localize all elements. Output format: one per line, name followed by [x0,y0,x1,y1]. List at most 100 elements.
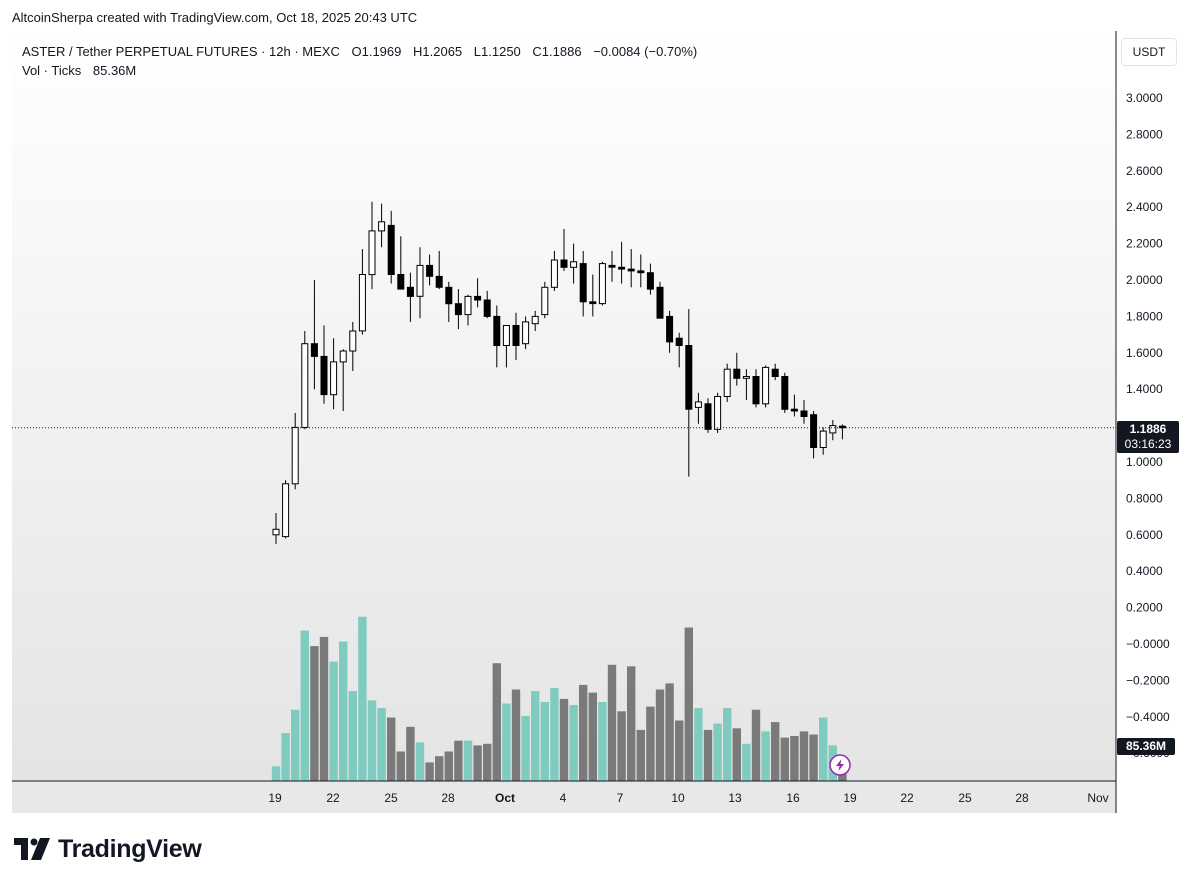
tradingview-logo[interactable]: TradingView [14,834,202,864]
candle-body [531,315,539,325]
candle [378,203,386,248]
time-tick-label: 16 [786,791,800,805]
volume-bar [396,751,405,781]
volume-bar [771,722,780,781]
price-tick-label: 2.0000 [1126,273,1163,287]
candle-body [656,286,664,319]
time-tick-label: 10 [671,791,685,805]
price-tick-label: 1.0000 [1126,455,1163,469]
volume-bar [531,691,540,781]
volume-bar [569,705,578,781]
price-tick-label: −0.4000 [1126,710,1170,724]
candle-body [752,376,760,405]
candle-body [800,410,808,417]
candle-body [349,330,357,352]
volume-bar [559,698,569,782]
candle [397,236,405,290]
volume-bar [713,723,722,781]
legend-low-label: L [473,44,482,59]
candle [483,290,491,319]
time-tick-label: 25 [958,791,972,805]
volume-bar [483,743,492,781]
legend-open: 1.1969 [361,44,402,59]
candle [531,310,539,331]
time-tick-label: Oct [495,791,515,805]
volume-bar [348,691,357,781]
volume-bar [665,683,674,782]
volume-bar [329,661,338,781]
volume-bar [751,709,761,781]
volume-bar [780,737,789,781]
candle [771,363,779,381]
candle [781,372,789,413]
volume-bar [367,700,377,781]
price-tick-label: 0.4000 [1126,564,1163,578]
time-tick-label: 19 [843,791,857,805]
candle [541,281,549,319]
chart-canvas[interactable]: 3.0000 2.8000 2.6000 2.4000 2.2000 2.0000 1.80… [12,31,1188,813]
candle [666,310,674,353]
currency-unit-button[interactable]: USDT [1121,38,1177,66]
candle-body [579,263,587,303]
candle [685,309,693,477]
volume-bar [617,711,626,782]
candle-body [339,350,347,363]
volume-bar [550,688,559,781]
volume-bar [444,751,453,781]
time-tick-label: 28 [441,791,455,805]
volume-bar [463,740,473,781]
candle-body [512,325,520,346]
candle-body [291,426,299,485]
candle [416,247,424,319]
candle [291,412,299,490]
volume-bar [387,717,396,782]
candle [570,243,578,284]
lightning-icon[interactable] [829,754,851,776]
volume-bar [377,708,386,781]
candle-body [282,483,290,538]
price-tick-label: −0.0000 [1126,637,1170,651]
candlesticks [272,201,846,544]
candle [426,254,434,286]
price-axis-ticks: 3.0000 2.8000 2.6000 2.4000 2.2000 2.0000 1.80… [1126,91,1170,760]
legend-close-label: C [532,44,542,59]
candle [762,365,770,408]
candle [445,281,453,322]
price-tick-label: 1.4000 [1126,382,1163,396]
candle [282,480,290,539]
candle-body [589,301,597,305]
legend-high-label: H [413,44,423,59]
volume-bar [358,616,367,781]
candle [387,210,395,284]
candle-body [781,376,789,410]
candle [589,274,597,317]
price-tick-label: 2.2000 [1126,237,1163,251]
time-tick-label: 28 [1015,791,1029,805]
volume-bar [809,734,818,781]
candle-body [474,295,482,301]
legend-close: 1.1886 [541,44,582,59]
candle-body [685,345,693,410]
current-price-value: 1.1886 [1129,422,1167,436]
candle-body [762,366,770,405]
price-tick-label: 0.8000 [1126,491,1163,505]
candle-body [704,403,712,430]
candle-body [627,268,635,272]
volume-bar [675,720,684,781]
candle-body [550,259,558,288]
candle [579,250,587,317]
volume-bar [406,726,415,782]
candle-body [666,315,674,343]
candle-body [790,408,798,412]
volume-bar [300,630,309,781]
volume-bar [425,762,434,781]
candle [704,398,712,433]
candle-body [397,274,405,290]
current-price-label: 1.1886 03:16:23 [1117,421,1179,453]
time-tick-label: 25 [384,791,398,805]
candle [714,392,722,433]
volume-bar [684,627,693,781]
tradingview-wordmark: TradingView [58,834,202,863]
legend-row-volume: Vol · Ticks 85.36M [22,61,697,80]
candle [406,272,414,322]
